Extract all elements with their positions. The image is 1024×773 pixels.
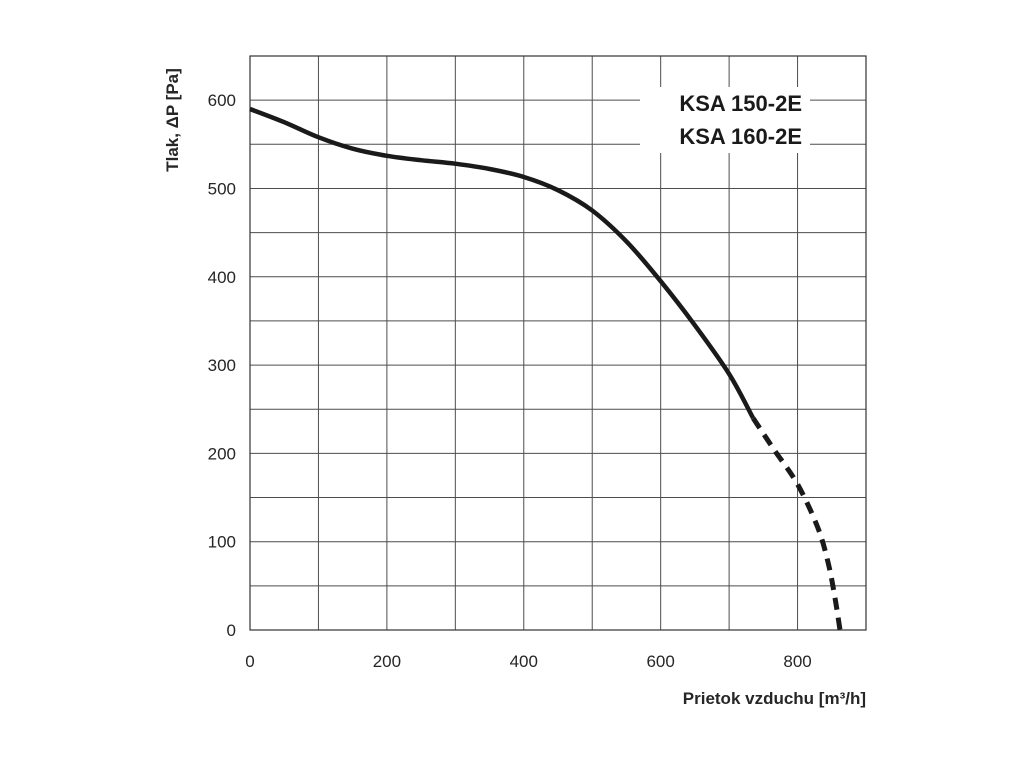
- legend: KSA 150-2E KSA 160-2E: [640, 87, 810, 153]
- x-tick-label: 400: [510, 652, 538, 671]
- plot-frame: [249, 55, 867, 631]
- y-axis-title: Tlak, ΔP [Pa]: [163, 68, 182, 172]
- x-tick-label: 0: [245, 652, 254, 671]
- x-tick-label: 800: [783, 652, 811, 671]
- legend-label: KSA 160-2E: [679, 124, 802, 149]
- y-tick-label: 600: [208, 91, 236, 110]
- x-tick-label: 600: [646, 652, 674, 671]
- y-tick-label: 300: [208, 356, 236, 375]
- x-tick-label: 200: [373, 652, 401, 671]
- y-tick-label: 400: [208, 268, 236, 287]
- tick-labels: 0 200 400 600 800 0 100 200 300 400 500 600: [208, 91, 812, 671]
- y-tick-label: 100: [208, 533, 236, 552]
- fan-curve-dashed-line: [751, 416, 843, 631]
- curves: [249, 106, 843, 631]
- legend-label: KSA 150-2E: [679, 91, 802, 116]
- y-tick-label: 200: [208, 444, 236, 463]
- x-axis-title: Prietok vzduchu [m³/h]: [683, 689, 866, 708]
- y-tick-label: 500: [208, 179, 236, 198]
- y-tick-label: 0: [227, 621, 236, 640]
- legend-background: [640, 87, 810, 153]
- fan-curve-line: [249, 106, 756, 420]
